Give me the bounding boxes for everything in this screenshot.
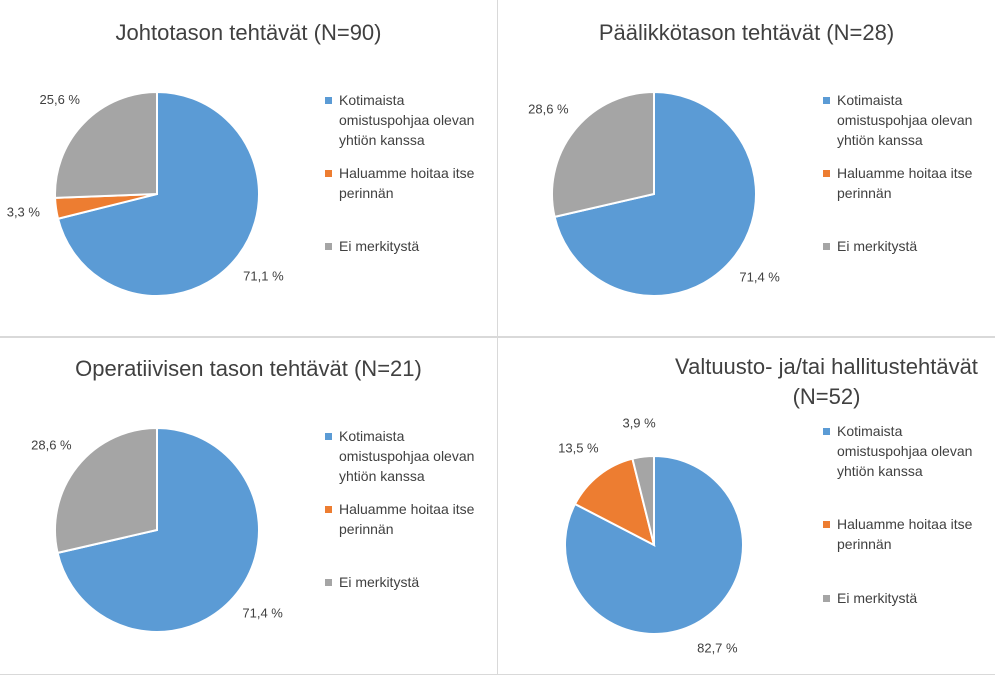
legend-item: Haluamme hoitaa itse perinnän: [325, 163, 494, 203]
legend-swatch: [823, 595, 830, 602]
data-label: 3,3 %: [7, 204, 41, 219]
legend-label: Kotimaista omistuspohjaa olevan yhtiön k…: [339, 428, 475, 484]
legend-label: Haluamme hoitaa itse perinnän: [837, 165, 973, 201]
legend-item: Haluamme hoitaa itse perinnän: [325, 499, 494, 539]
legend-swatch: [823, 521, 830, 528]
legend-swatch: [325, 506, 332, 513]
legend-swatch: [823, 170, 830, 177]
chart-panel: Päälikkötason tehtävät (N=28) 71,4 % 28,6 …: [498, 0, 995, 336]
legend-item: Kotimaista omistuspohjaa olevan yhtiön k…: [823, 90, 992, 150]
legend-item: Ei merkitystä: [823, 588, 992, 608]
legend-label: Ei merkitystä: [339, 574, 420, 590]
data-label: 25,6 %: [40, 92, 81, 107]
legend-label: Haluamme hoitaa itse perinnän: [339, 165, 475, 201]
legend-label: Kotimaista omistuspohjaa olevan yhtiön k…: [837, 423, 973, 479]
chart-panel: Operatiivisen tason tehtävät (N=21) 71,4 …: [0, 338, 497, 674]
data-label: 71,4 %: [739, 270, 780, 285]
legend-item: Kotimaista omistuspohjaa olevan yhtiön k…: [823, 421, 992, 481]
chart-panel: Johtotason tehtävät (N=90) 71,1 % 3,3 % 25,…: [0, 0, 497, 336]
pie-slice: [54, 426, 158, 555]
pie-chart: 71,4 % 28,6 %: [31, 426, 283, 633]
legend-label: Ei merkitystä: [837, 238, 918, 254]
pie-chart: 71,1 % 3,3 % 25,6 %: [7, 90, 284, 297]
legend-swatch: [325, 97, 332, 104]
legend-swatch: [325, 243, 332, 250]
chart-title: Valtuusto- ja/tai hallitustehtävät (N=52…: [675, 354, 978, 409]
data-label: 28,6 %: [528, 101, 569, 116]
pie-chart: 82,7 % 13,5 % 3,9 %: [558, 415, 744, 656]
legend-item: Ei merkitystä: [325, 572, 494, 592]
legend-swatch: [325, 579, 332, 586]
pie-slice: [631, 454, 655, 546]
legend-label: Ei merkitystä: [837, 590, 918, 606]
legend-item: Kotimaista omistuspohjaa olevan yhtiön k…: [325, 90, 494, 150]
pie-slice: [553, 90, 757, 297]
legend-swatch: [823, 428, 830, 435]
pie-slice: [551, 90, 655, 219]
pie-chart: 71,4 % 28,6 %: [528, 90, 780, 297]
data-label: 3,9 %: [622, 415, 656, 430]
chart-panel: Valtuusto- ja/tai hallitustehtävät (N=52…: [498, 338, 995, 674]
pie-slice: [573, 457, 656, 547]
legend-swatch: [823, 243, 830, 250]
legend-label: Ei merkitystä: [339, 238, 420, 254]
legend-swatch: [325, 170, 332, 177]
legend-item: Ei merkitystä: [823, 236, 992, 256]
data-label: 28,6 %: [31, 437, 72, 452]
legend-swatch: [823, 97, 830, 104]
legend-label: Haluamme hoitaa itse perinnän: [837, 516, 973, 552]
data-label: 71,1 %: [243, 269, 284, 284]
data-label: 71,4 %: [242, 606, 283, 621]
legend-item: Ei merkitystä: [325, 236, 494, 256]
legend-item: Haluamme hoitaa itse perinnän: [823, 163, 992, 203]
chart-title: Operatiivisen tason tehtävät (N=21): [75, 356, 422, 381]
pie-slice: [56, 90, 260, 297]
chart-title: Päälikkötason tehtävät (N=28): [598, 20, 895, 45]
legend-label: Kotimaista omistuspohjaa olevan yhtiön k…: [339, 92, 475, 148]
pie-slice: [54, 90, 158, 199]
pie-slice: [56, 426, 260, 633]
legend-swatch: [325, 433, 332, 440]
legend-label: Haluamme hoitaa itse perinnän: [339, 501, 475, 537]
chart-title: Johtotason tehtävät (N=90): [115, 20, 382, 45]
data-label: 82,7 %: [697, 641, 738, 656]
legend-label: Kotimaista omistuspohjaa olevan yhtiön k…: [837, 92, 973, 148]
legend-item: Haluamme hoitaa itse perinnän: [823, 514, 992, 554]
data-label: 13,5 %: [558, 441, 599, 456]
legend-item: Kotimaista omistuspohjaa olevan yhtiön k…: [325, 426, 494, 486]
